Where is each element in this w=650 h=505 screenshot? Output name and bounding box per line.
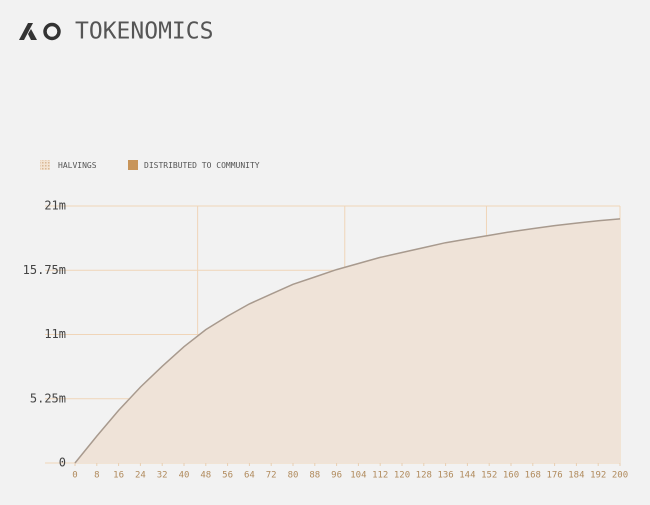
x-tick-label: 168 bbox=[525, 471, 541, 481]
x-tick-label: 136 bbox=[437, 471, 453, 481]
x-tick-label: 0 bbox=[72, 471, 77, 481]
x-tick-label: 16 bbox=[113, 471, 124, 481]
x-tick-label: 160 bbox=[503, 471, 519, 481]
area-line bbox=[74, 218, 621, 464]
logo bbox=[19, 22, 61, 41]
x-tick-label: 96 bbox=[331, 471, 342, 481]
x-tick-label: 32 bbox=[157, 471, 168, 481]
y-tick-label: 5.25m bbox=[30, 391, 66, 405]
x-tick-label: 8 bbox=[94, 471, 99, 481]
y-tick-label: 11m bbox=[44, 327, 66, 341]
x-tick-label: 88 bbox=[309, 471, 320, 481]
area bbox=[75, 218, 620, 463]
x-tick-label: 48 bbox=[200, 471, 211, 481]
x-tick-label: 104 bbox=[350, 471, 366, 481]
x-tick-label: 184 bbox=[568, 471, 584, 481]
x-tick-label: 112 bbox=[372, 471, 388, 481]
x-tick-label: 24 bbox=[135, 471, 146, 481]
x-tick-label: 128 bbox=[416, 471, 432, 481]
x-tick-label: 176 bbox=[546, 471, 562, 481]
y-tick-label: 0 bbox=[59, 456, 66, 470]
y-tick-label: 21m bbox=[44, 199, 66, 213]
x-tick-label: 200 bbox=[612, 471, 628, 481]
x-tick-label: 80 bbox=[288, 471, 299, 481]
legend-swatch bbox=[128, 160, 138, 170]
x-tick-label: 144 bbox=[459, 471, 475, 481]
legend-label: HALVINGS bbox=[58, 161, 97, 170]
page-title: TOKENOMICS bbox=[75, 19, 213, 45]
x-tick-label: 72 bbox=[266, 471, 277, 481]
legend-swatch bbox=[40, 160, 50, 170]
x-tick-label: 192 bbox=[590, 471, 606, 481]
x-tick-label: 120 bbox=[394, 471, 410, 481]
x-tick-label: 152 bbox=[481, 471, 497, 481]
y-tick-label: 15.75m bbox=[23, 263, 66, 277]
x-tick-label: 40 bbox=[179, 471, 190, 481]
x-tick-label: 64 bbox=[244, 471, 255, 481]
x-tick-label: 56 bbox=[222, 471, 233, 481]
legend-label: DISTRIBUTED TO COMMUNITY bbox=[144, 161, 260, 170]
